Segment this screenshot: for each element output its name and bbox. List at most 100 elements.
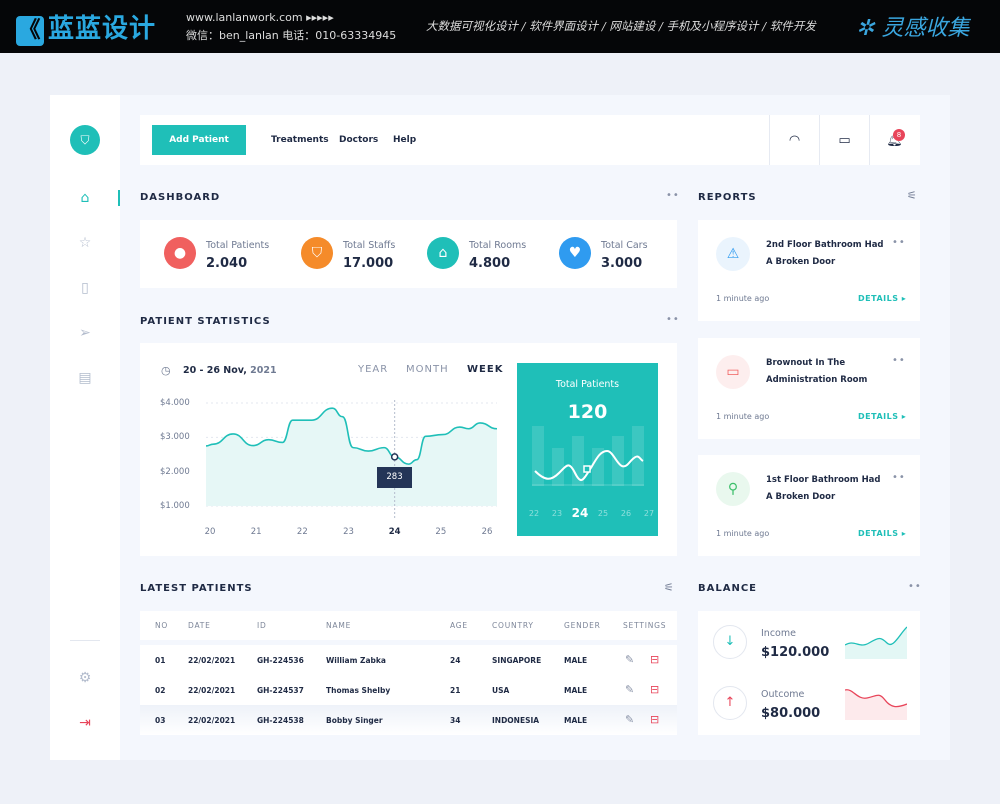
period-year[interactable]: YEAR [358, 364, 389, 375]
date-year: 2021 [250, 365, 277, 376]
total-patients-card[interactable]: Total Patients 120 21222324252627 [517, 363, 658, 536]
edit-icon[interactable]: ✎ [625, 683, 635, 696]
activity-icon[interactable]: ◠ [769, 115, 819, 165]
table-cell: SINGAPORE [492, 656, 542, 665]
more-icon[interactable]: •• [666, 314, 680, 325]
x-tick: 24 [388, 527, 401, 537]
details-link[interactable]: DETAILS ▸ [858, 529, 907, 538]
heart-icon: ♥ [559, 237, 591, 269]
shield-icon: ⛉ [301, 237, 333, 269]
send-icon[interactable]: ➢ [79, 325, 91, 341]
table-cell: 02 [155, 686, 166, 695]
data-point[interactable] [390, 453, 399, 461]
date-range[interactable]: 20 - 26 Nov, 2021 [183, 365, 277, 376]
report-title: 2nd Floor Bathroom Had A Broken Door [766, 240, 884, 267]
mini-tick: 24 [571, 506, 589, 520]
mini-chart [532, 426, 644, 486]
table-cell: Bobby Singer [326, 716, 383, 725]
filter-icon[interactable]: ⚟ [664, 581, 674, 594]
column-header[interactable]: GENDER [564, 621, 601, 630]
column-header[interactable]: ID [257, 621, 267, 630]
nav-help[interactable]: Help [393, 135, 417, 145]
delete-icon[interactable]: ⊟ [650, 653, 660, 666]
bookmark-icon[interactable]: ▯ [81, 280, 89, 296]
income-sparkline [845, 626, 907, 659]
logout-icon[interactable]: ⇥ [79, 715, 91, 731]
outcome-sparkline [845, 689, 907, 720]
edit-icon[interactable]: ✎ [625, 713, 635, 726]
y-tick: $3.000 [160, 432, 190, 442]
column-header[interactable]: AGE [450, 621, 468, 630]
column-header[interactable]: NO [155, 621, 169, 630]
more-icon[interactable]: •• [908, 581, 922, 592]
column-header[interactable]: DATE [188, 621, 211, 630]
delete-icon[interactable]: ⊟ [650, 683, 660, 696]
statistics-title: PATIENT STATISTICS [140, 316, 271, 327]
date-range-text: 20 - 26 Nov, [183, 365, 247, 376]
star-icon[interactable]: ☆ [78, 235, 92, 251]
document-icon[interactable]: ▤ [78, 370, 92, 386]
monitor-icon: ▭ [716, 354, 750, 389]
more-icon[interactable]: •• [892, 354, 906, 366]
report-title: 1st Floor Bathroom Had A Broken Door [766, 475, 881, 502]
income-value: $120.000 [761, 645, 830, 660]
brand-logo: 《蓝蓝设计 [16, 8, 156, 46]
mini-tick: 22 [528, 509, 540, 518]
y-tick: $2.000 [160, 467, 190, 477]
more-icon[interactable]: •• [666, 190, 680, 201]
home-icon[interactable]: ⌂ [80, 190, 90, 206]
report-time: 1 minute ago [716, 529, 770, 538]
table-cell: MALE [564, 686, 588, 695]
brand-name: 蓝蓝设计 [48, 14, 157, 44]
more-icon[interactable]: •• [892, 237, 906, 248]
contact-text: 微信：ben_lanlan 电话：010-63334945 [186, 29, 397, 42]
report-time: 1 minute ago [716, 294, 770, 303]
details-link[interactable]: DETAILS ▸ [858, 411, 907, 421]
table-cell: 22/02/2021 [188, 686, 236, 695]
nav-doctors[interactable]: Doctors [339, 135, 379, 145]
table-cell: Thomas Shelby [326, 686, 391, 695]
period-week[interactable]: WEEK [467, 364, 504, 375]
filter-icon[interactable]: ⚟ [907, 189, 917, 202]
x-tick: 21 [250, 527, 262, 537]
table-cell: 01 [155, 656, 166, 665]
edit-icon[interactable]: ✎ [625, 653, 635, 666]
period-month[interactable]: MONTH [406, 364, 449, 375]
location-icon: ⚲ [716, 472, 750, 506]
calendar-icon[interactable]: ◷ [161, 364, 171, 377]
delete-icon[interactable]: ⊟ [650, 713, 660, 726]
stat-value: 2.040 [206, 256, 248, 271]
table-cell: 21 [450, 686, 461, 695]
user-icon: ● [164, 237, 196, 269]
table-cell: 34 [450, 716, 461, 725]
site-banner: 《蓝蓝设计 www.lanlanwork.com ▸▸▸▸▸ 微信：ben_lan… [0, 0, 1000, 53]
column-header[interactable]: NAME [326, 621, 352, 630]
more-icon[interactable]: •• [892, 472, 906, 483]
balance-title: BALANCE [698, 583, 758, 594]
table-cell: 22/02/2021 [188, 656, 236, 665]
collect-logo: ✲ 灵感收集 [856, 16, 970, 41]
add-patient-button[interactable]: Add Patient [152, 125, 246, 155]
table-cell: 22/02/2021 [188, 716, 236, 725]
x-tick: 20 [204, 527, 216, 537]
total-card-value: 120 [567, 401, 608, 423]
app-logo[interactable]: ⛉ [70, 125, 100, 155]
sidebar [50, 95, 120, 760]
column-header[interactable]: COUNTRY [492, 621, 534, 630]
gear-icon[interactable]: ⚙ [78, 670, 92, 686]
y-tick: $4.000 [160, 398, 190, 408]
mini-tick: 27 [643, 509, 655, 518]
table-cell: GH-224538 [257, 716, 304, 725]
stat-label: Total Staffs [343, 240, 396, 251]
column-header[interactable]: SETTINGS [623, 621, 667, 630]
income-label: Income [761, 628, 796, 639]
chat-icon[interactable]: ▭ [819, 115, 869, 165]
nav-treatments[interactable]: Treatments [271, 135, 329, 145]
stat-value: 17.000 [343, 256, 394, 271]
chart-line [205, 407, 498, 465]
details-link[interactable]: DETAILS ▸ [858, 294, 907, 303]
x-tick: 22 [296, 527, 308, 537]
x-tick: 26 [481, 527, 493, 537]
stat-label: Total Patients [206, 240, 270, 251]
report-title: Brownout In The Administration Room [766, 357, 868, 385]
